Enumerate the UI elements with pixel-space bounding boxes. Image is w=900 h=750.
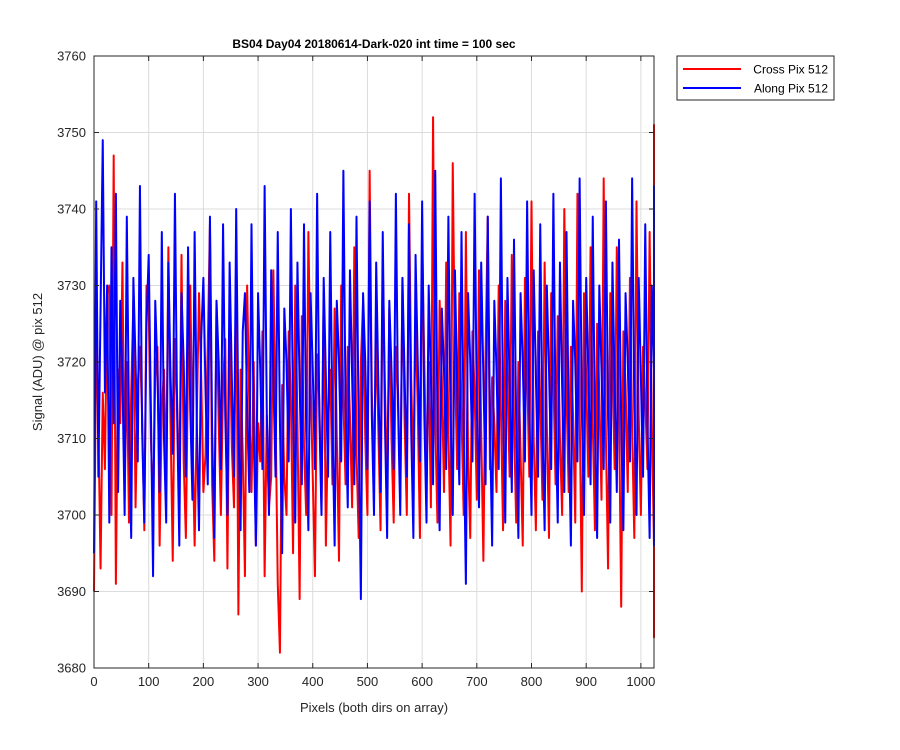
x-tick-label: 0 [90, 674, 97, 689]
legend[interactable]: Cross Pix 512 Along Pix 512 [676, 55, 835, 101]
y-tick-label: 3760 [57, 49, 86, 64]
x-tick-label: 1000 [626, 674, 655, 689]
legend-box [676, 55, 835, 101]
x-tick-label: 800 [521, 674, 543, 689]
y-axis-label: Signal (ADU) @ pix 512 [30, 293, 45, 431]
x-tick-label: 600 [411, 674, 433, 689]
legend-label-along: Along Pix 512 [754, 82, 828, 96]
y-tick-label: 3700 [57, 508, 86, 523]
y-tick-labels: 3680 3690 3700 3710 3720 3730 3740 3750 3760 [57, 49, 86, 676]
y-tick-label: 3730 [57, 278, 86, 293]
y-tick-label: 3740 [57, 202, 86, 217]
y-tick-label: 3720 [57, 355, 86, 370]
plot-area: 0 100 200 300 400 500 600 700 800 900 1000 3680 369… [57, 49, 655, 690]
x-tick-labels: 0 100 200 300 400 500 600 700 800 900 1000 [90, 674, 655, 689]
x-tick-label: 500 [357, 674, 379, 689]
x-tick-label: 300 [247, 674, 269, 689]
y-tick-label: 3710 [57, 431, 86, 446]
tick-marks [93, 55, 654, 669]
x-axis-label: Pixels (both dirs on array) [300, 700, 448, 715]
x-tick-label: 400 [302, 674, 324, 689]
y-tick-label: 3690 [57, 584, 86, 599]
x-tick-label: 100 [138, 674, 160, 689]
legend-label-cross: Cross Pix 512 [753, 63, 828, 77]
x-tick-label: 900 [575, 674, 597, 689]
y-tick-label: 3680 [57, 661, 86, 676]
y-tick-label: 3750 [57, 125, 86, 140]
chart-title: BS04 Day04 20180614-Dark-020 int time = … [232, 37, 516, 51]
x-tick-label: 700 [466, 674, 488, 689]
x-tick-label: 200 [193, 674, 215, 689]
